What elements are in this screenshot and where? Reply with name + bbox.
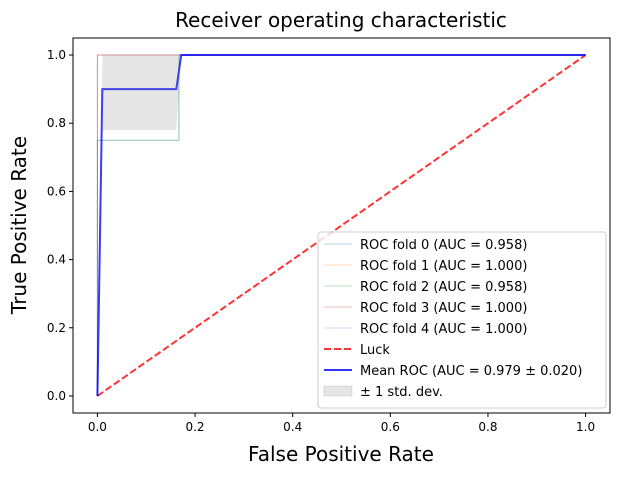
- legend-label: ± 1 std. dev.: [360, 385, 443, 400]
- x-tick-label: 1.0: [576, 420, 595, 434]
- x-tick-label: 0.8: [478, 420, 497, 434]
- legend-label: ROC fold 4 (AUC = 1.000): [360, 322, 527, 337]
- chart-title: Receiver operating characteristic: [175, 8, 507, 32]
- x-tick-label: 0.0: [88, 420, 107, 434]
- legend-label: ROC fold 2 (AUC = 0.958): [360, 280, 527, 295]
- roc-line: [96, 54, 587, 397]
- legend-label: ROC fold 1 (AUC = 1.000): [360, 259, 527, 274]
- y-tick-label: 0.6: [47, 184, 66, 198]
- legend-label: ROC fold 0 (AUC = 0.958): [360, 238, 527, 253]
- x-tick-label: 0.2: [185, 420, 204, 434]
- y-tick-label: 0.8: [47, 116, 66, 130]
- y-tick-label: 0.0: [47, 389, 66, 403]
- roc-line: [96, 54, 586, 396]
- legend-label: Luck: [360, 343, 390, 358]
- legend-box: [317, 231, 607, 409]
- std-band: [97, 55, 586, 396]
- legend-label: Mean ROC (AUC = 0.979 ± 0.020): [360, 364, 582, 379]
- plot-area: [96, 54, 587, 397]
- x-tick-label: 0.4: [283, 420, 302, 434]
- legend-label: ROC fold 3 (AUC = 1.000): [360, 301, 527, 316]
- y-tick-label: 0.4: [47, 253, 66, 267]
- y-axis-label: True Positive Rate: [7, 136, 31, 315]
- plot-frame: [72, 37, 611, 414]
- y-tick-label: 0.2: [47, 321, 66, 335]
- legend-swatch: [323, 385, 353, 397]
- x-axis-label: False Positive Rate: [248, 442, 434, 466]
- x-tick-label: 0.6: [381, 420, 400, 434]
- y-tick-label: 1.0: [47, 48, 66, 62]
